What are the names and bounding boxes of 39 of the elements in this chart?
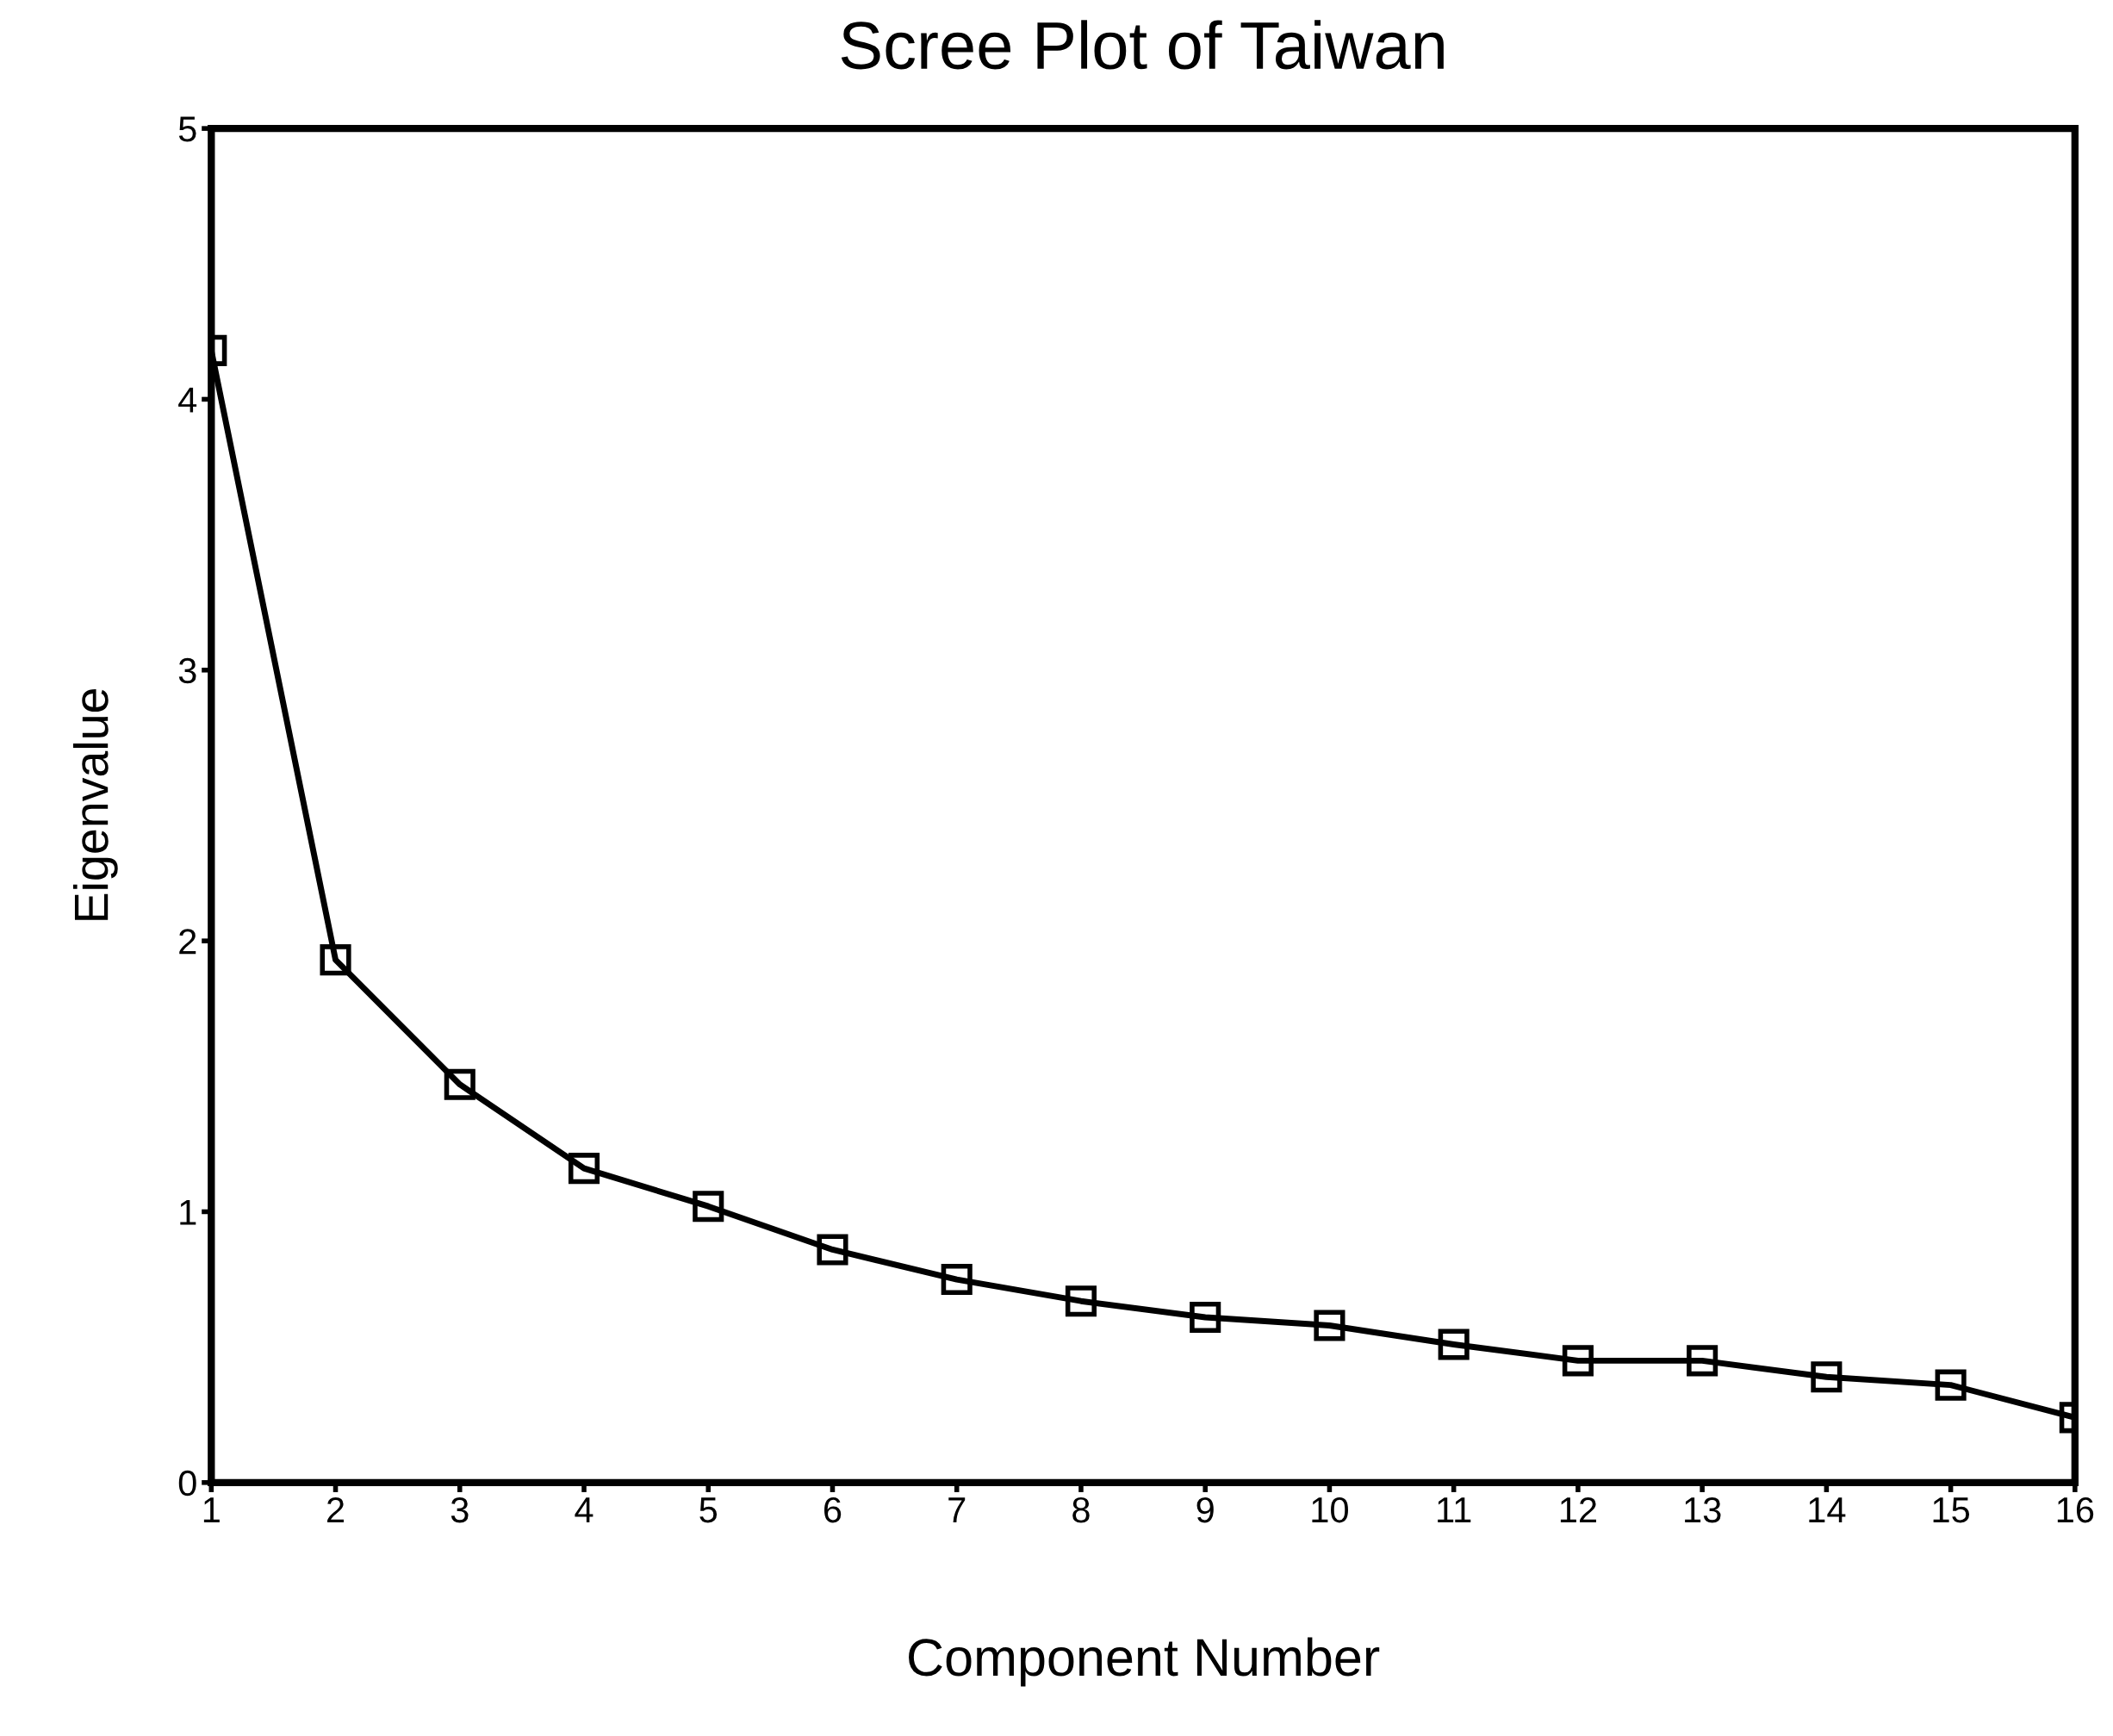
x-tick-label: 14: [1809, 1497, 1846, 1522]
point: [1562, 1345, 1594, 1377]
point: [1811, 1361, 1843, 1393]
x-tick-label: 7: [948, 1497, 966, 1522]
y-tick-label: 4: [178, 387, 197, 413]
point: [1935, 1369, 1967, 1401]
x-tick-label: 9: [1196, 1496, 1214, 1523]
point: [693, 1191, 724, 1223]
point: [941, 1264, 973, 1296]
point: [1438, 1328, 1470, 1360]
x-tick-label: 3: [451, 1496, 469, 1523]
x-tick-label: 16: [2057, 1496, 2094, 1523]
x-tick-label: 8: [1072, 1496, 1090, 1523]
y-tick-label: 0: [178, 1470, 196, 1496]
x-tick-label: 15: [1933, 1497, 1970, 1523]
point: [817, 1234, 848, 1266]
x-tick-label: 6: [824, 1496, 842, 1523]
y-axis-title: Eigenvalue: [72, 688, 118, 920]
chart-title: Scree Plot of Taiwan: [841, 20, 1444, 70]
x-tick-label: 2: [327, 1496, 345, 1522]
x-axis-title: Component Number: [909, 1637, 1380, 1687]
y-tick-label: 5: [178, 116, 196, 142]
point: [1687, 1345, 1718, 1377]
point: [1190, 1302, 1221, 1334]
x-tick-label: 12: [1560, 1496, 1596, 1522]
point: [320, 944, 351, 976]
x-tick-label: 11: [1438, 1497, 1471, 1522]
y-tick-label: 1: [180, 1199, 196, 1225]
y-tick-label: 2: [179, 929, 196, 955]
x-tick-label: 13: [1685, 1496, 1721, 1523]
point: [1065, 1285, 1097, 1317]
x-tick-label: 4: [575, 1497, 594, 1522]
x-tick-label: 5: [699, 1497, 718, 1523]
y-tick-label: 3: [178, 657, 196, 684]
x-tick-label: 1: [203, 1497, 220, 1522]
x-tick-label: 10: [1312, 1496, 1348, 1523]
point: [444, 1068, 475, 1100]
point: [568, 1153, 600, 1185]
point: [1314, 1310, 1345, 1341]
